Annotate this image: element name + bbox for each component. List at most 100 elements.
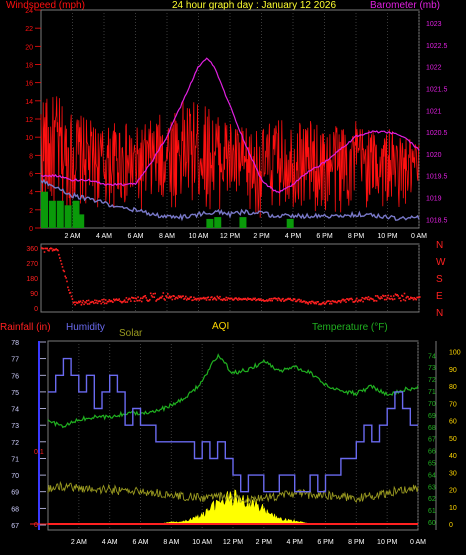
- direction-point: [94, 299, 96, 302]
- conditions-time-tick: 6 AM: [133, 539, 149, 546]
- direction-point: [339, 301, 342, 304]
- direction-point: [187, 298, 190, 300]
- temperature-tick: 63: [428, 484, 436, 491]
- direction-point: [391, 297, 393, 300]
- time-tick: 2 AM: [65, 233, 81, 240]
- direction-point: [122, 301, 124, 303]
- direction-point: [395, 294, 398, 296]
- direction-point: [128, 297, 130, 300]
- temperature-tick: 68: [428, 425, 436, 432]
- direction-point: [63, 270, 66, 273]
- direction-point: [199, 297, 201, 299]
- rain-tick-labels: 00.1: [34, 449, 44, 529]
- humidity-tick: 68: [11, 506, 19, 513]
- legend-temperature: Temperature (°F): [312, 322, 388, 333]
- direction-point: [203, 296, 205, 299]
- compass-label: N: [436, 240, 443, 251]
- direction-point: [114, 298, 117, 301]
- direction-point: [257, 298, 259, 301]
- direction-point: [93, 302, 95, 305]
- direction-point: [413, 297, 416, 299]
- direction-point: [253, 298, 255, 300]
- direction-point: [124, 301, 127, 303]
- direction-point: [149, 298, 151, 301]
- direction-point: [144, 295, 147, 297]
- direction-point: [296, 299, 299, 302]
- direction-point: [58, 253, 60, 256]
- barometer-tick: 1019: [426, 195, 442, 202]
- conditions-plot-frame: [47, 340, 419, 531]
- conditions-time-tick: 12 PM: [223, 539, 243, 546]
- direction-point: [209, 298, 211, 301]
- barometer-tick: 1018.5: [426, 217, 448, 224]
- direction-point: [194, 298, 196, 301]
- direction-point: [377, 296, 380, 299]
- direction-point: [219, 295, 221, 298]
- direction-point: [137, 296, 139, 298]
- direction-point: [354, 300, 356, 303]
- direction-point: [328, 300, 330, 302]
- compass-label: W: [436, 257, 446, 268]
- direction-point: [252, 297, 255, 300]
- direction-point: [414, 298, 417, 300]
- direction-point: [167, 293, 169, 295]
- direction-point: [98, 300, 101, 302]
- aqi-tick: 40: [449, 453, 457, 460]
- humidity-tick: 71: [11, 456, 19, 463]
- time-tick: 2 PM: [253, 233, 270, 240]
- direction-point: [380, 296, 382, 298]
- direction-point: [407, 296, 409, 298]
- direction-point: [75, 301, 77, 303]
- direction-point: [178, 296, 181, 298]
- direction-point: [317, 301, 319, 303]
- legend-solar: Solar: [119, 328, 143, 339]
- time-tick: 4 AM: [96, 233, 112, 240]
- direction-point: [223, 298, 226, 300]
- direction-point: [226, 299, 228, 301]
- direction-point: [387, 294, 390, 297]
- direction-point: [303, 300, 306, 303]
- direction-point: [291, 299, 293, 302]
- direction-point: [87, 299, 90, 302]
- direction-point: [77, 300, 80, 303]
- direction-point: [133, 300, 136, 302]
- direction-point: [276, 299, 279, 302]
- direction-point: [244, 297, 246, 300]
- direction-point: [215, 299, 218, 301]
- direction-point: [97, 300, 100, 303]
- direction-point: [155, 300, 157, 302]
- direction-point: [92, 301, 94, 303]
- direction-point: [159, 296, 162, 299]
- direction-point: [42, 247, 45, 250]
- direction-point: [116, 299, 119, 301]
- direction-point: [129, 298, 131, 300]
- direction-point: [57, 249, 59, 252]
- direction-point: [185, 295, 187, 298]
- solar-series: [48, 489, 418, 525]
- direction-point: [238, 297, 240, 299]
- direction-point: [355, 299, 357, 302]
- direction-point: [84, 301, 86, 303]
- direction-point: [95, 301, 97, 304]
- direction-point: [337, 300, 339, 303]
- humidity-tick: 77: [11, 357, 19, 364]
- direction-point: [192, 299, 194, 301]
- direction-point: [373, 300, 375, 302]
- direction-point: [196, 297, 199, 300]
- panel-conditions: Rainfall (in) Humidity Solar AQI Tempera…: [0, 321, 461, 546]
- time-tick: 12 PM: [220, 233, 240, 240]
- direction-point: [333, 301, 336, 303]
- conditions-time-tick: 2 AM: [71, 539, 87, 546]
- compass-label: E: [436, 291, 443, 302]
- direction-point: [150, 294, 153, 297]
- rain-tick: 0.1: [34, 449, 44, 456]
- direction-point: [329, 300, 332, 303]
- direction-point: [397, 295, 399, 297]
- direction-point: [90, 301, 93, 304]
- direction-point: [419, 296, 421, 298]
- direction-point: [65, 277, 67, 279]
- windspeed-tick: 6: [29, 172, 33, 179]
- direction-plot-grid: [72, 244, 420, 312]
- direction-point: [261, 299, 264, 302]
